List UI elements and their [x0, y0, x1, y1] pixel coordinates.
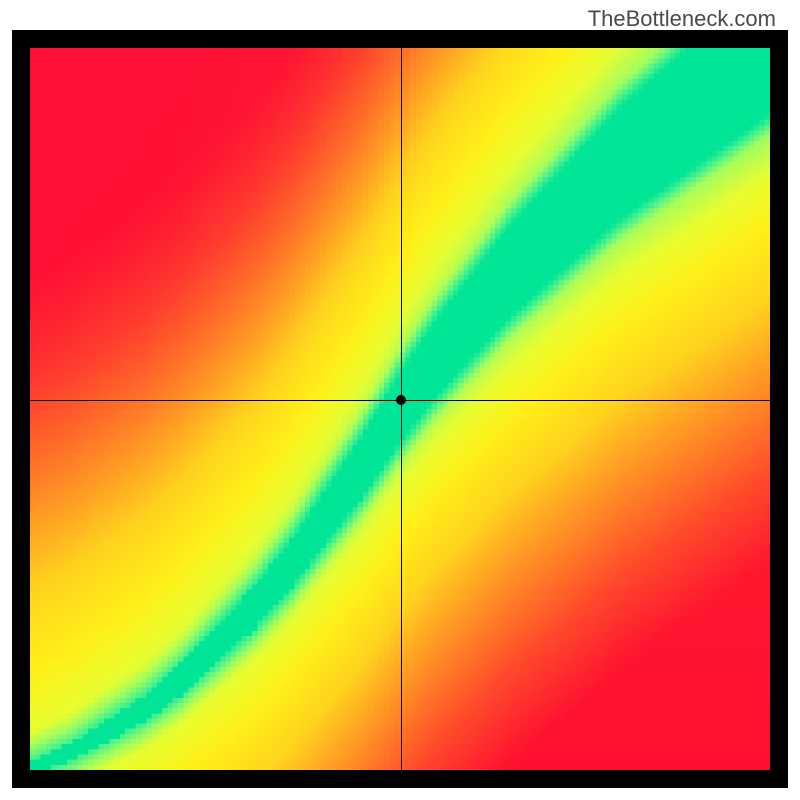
crosshair-marker [396, 395, 406, 405]
watermark-text: TheBottleneck.com [588, 6, 776, 32]
crosshair-vertical [401, 48, 402, 770]
chart-container: TheBottleneck.com [0, 0, 800, 800]
chart-frame [12, 30, 788, 788]
